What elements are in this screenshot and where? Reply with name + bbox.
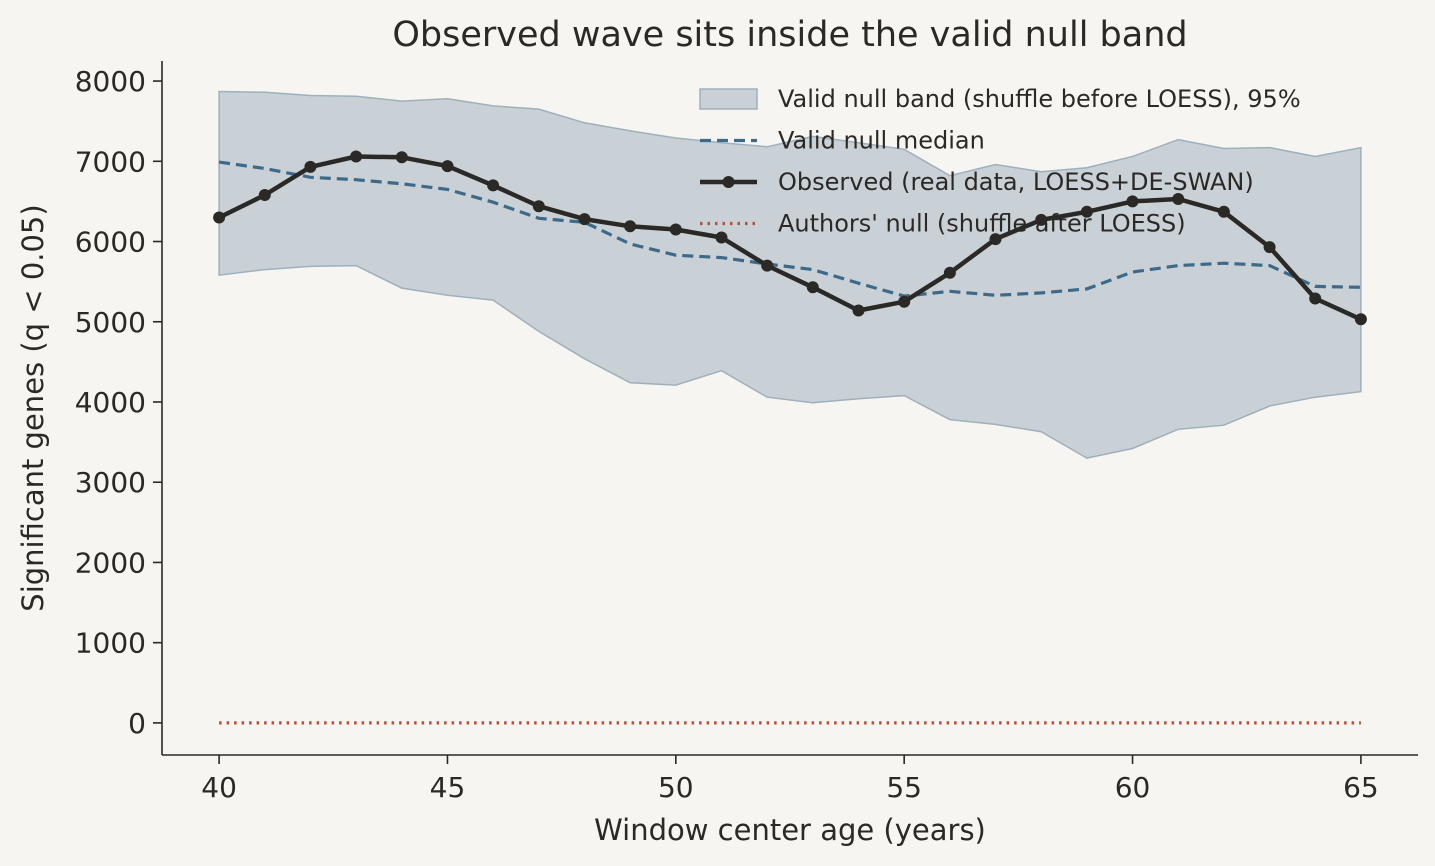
y-tick-label: 1000 (75, 627, 146, 660)
observed-point (578, 213, 591, 226)
observed-point (304, 160, 317, 173)
observed-point (395, 151, 408, 164)
legend: Valid null band (shuffle before LOESS), … (699, 85, 1301, 238)
observed-point (441, 160, 454, 173)
y-tick-label: 0 (128, 707, 146, 740)
x-tick-label: 45 (430, 771, 466, 804)
observed-point (761, 259, 774, 272)
observed-point (1172, 193, 1185, 205)
observed-point (1309, 292, 1322, 305)
observed-point (1217, 205, 1230, 218)
observed-point (852, 304, 865, 317)
observed-point (1354, 313, 1367, 326)
y-tick-label: 4000 (75, 386, 146, 419)
y-ticks: 0 1000 2000 3000 4000 5000 6000 7000 8000 (75, 65, 162, 740)
x-ticks: 40 45 50 55 60 65 (201, 755, 1379, 804)
y-tick-label: 2000 (75, 546, 146, 579)
valid-null-median-line (218, 160, 1361, 298)
observed-point (350, 150, 363, 163)
legend-label: Authors' null (shuffle after LOESS) (778, 210, 1186, 238)
observed-point (806, 281, 819, 294)
observed-point (1035, 213, 1048, 226)
y-tick-label: 8000 (75, 65, 146, 98)
observed-point (624, 220, 637, 233)
observed-point (989, 233, 1002, 246)
legend-label: Valid null band (shuffle before LOESS), … (778, 85, 1301, 113)
observed-point (898, 295, 911, 308)
legend-label: Observed (real data, LOESS+DE-SWAN) (778, 168, 1254, 196)
x-tick-label: 60 (1115, 771, 1151, 804)
x-tick-label: 50 (658, 771, 694, 804)
observed-point (669, 223, 682, 236)
x-axis-label: Window center age (years) (594, 813, 986, 847)
observed-line (218, 154, 1362, 322)
x-tick-label: 40 (201, 771, 237, 804)
observed-point (943, 266, 956, 279)
legend-label: Valid null median (778, 127, 985, 155)
observed-point (213, 211, 226, 224)
y-tick-label: 6000 (75, 226, 146, 259)
y-tick-label: 3000 (75, 466, 146, 499)
observed-point (1263, 241, 1276, 254)
x-tick-label: 55 (886, 771, 922, 804)
observed-point (1080, 205, 1093, 218)
plot-area (213, 90, 1367, 725)
y-axis-label: Significant genes (q < 0.05) (16, 204, 50, 611)
y-tick-label: 5000 (75, 306, 146, 339)
legend-swatch-observed-marker (722, 176, 735, 188)
observed-point (1126, 195, 1139, 208)
axes (161, 61, 1418, 756)
x-tick-label: 65 (1343, 771, 1379, 804)
observed-point (715, 231, 728, 244)
observed-point (258, 189, 271, 201)
chart-title: Observed wave sits inside the valid null… (392, 15, 1187, 55)
y-tick-label: 7000 (75, 145, 146, 178)
observed-point (532, 200, 545, 213)
legend-swatch-band (699, 88, 758, 110)
observed-point (487, 179, 500, 192)
